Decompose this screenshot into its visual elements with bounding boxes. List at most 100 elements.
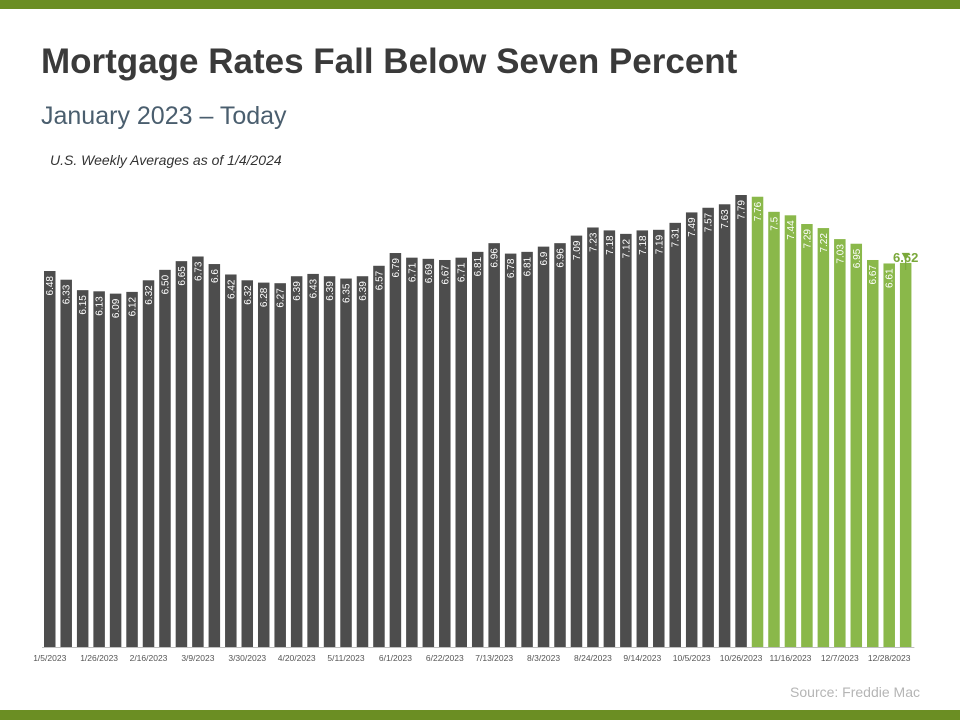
bar-value-label: 6.42 xyxy=(226,279,237,299)
bar-value-label: 6.27 xyxy=(276,288,287,308)
bar-value-label: 6.35 xyxy=(342,283,353,303)
bar-value-label: 6.71 xyxy=(407,262,418,282)
bar-value-label: 6.13 xyxy=(95,296,106,316)
bar xyxy=(669,222,681,648)
bar xyxy=(241,280,254,647)
bar xyxy=(817,228,830,647)
chart-title: Mortgage Rates Fall Below Seven Percent xyxy=(41,42,738,81)
bar xyxy=(356,276,369,647)
bar xyxy=(225,274,237,647)
bar-value-label: 7.03 xyxy=(835,244,846,264)
bar-value-label: 6.32 xyxy=(144,285,155,305)
bar-value-label: 6.09 xyxy=(111,298,122,318)
bar-value-label: 6.12 xyxy=(128,296,139,316)
bar xyxy=(653,229,665,648)
x-tick-label: 5/11/2023 xyxy=(327,653,364,663)
bar-value-label: 6.96 xyxy=(556,248,567,268)
bar xyxy=(159,269,171,647)
bar-value-label: 6.32 xyxy=(243,285,254,305)
bar xyxy=(257,282,270,647)
bar xyxy=(751,196,764,647)
bar xyxy=(274,283,286,647)
bar xyxy=(784,215,797,647)
x-tick-label: 8/3/2023 xyxy=(527,653,560,663)
x-tick-label: 12/7/2023 xyxy=(821,653,859,663)
bar-value-label: 6.39 xyxy=(292,281,303,301)
bar-value-label: 7.44 xyxy=(786,220,797,240)
bar-value-label: 7.18 xyxy=(638,235,649,255)
callout-arrow-icon xyxy=(901,252,910,260)
x-tick-label: 10/26/2023 xyxy=(720,653,763,663)
bar xyxy=(208,264,221,647)
bar-value-label: 7.29 xyxy=(802,229,813,249)
bar-value-label: 6.57 xyxy=(374,270,385,290)
x-tick-label: 11/16/2023 xyxy=(769,653,811,663)
bar-value-label: 7.12 xyxy=(621,238,632,258)
top-accent-bar xyxy=(0,0,960,9)
bar-value-label: 6.96 xyxy=(490,248,501,268)
x-tick-label: 1/26/2023 xyxy=(80,653,118,663)
x-tick-label: 6/1/2023 xyxy=(379,653,412,663)
bar xyxy=(570,235,583,647)
bar-value-label: 7.76 xyxy=(753,201,764,221)
bar xyxy=(603,230,616,647)
bar-value-label: 7.57 xyxy=(704,212,715,232)
bar xyxy=(422,258,435,647)
source-credit: Source: Freddie Mac xyxy=(790,684,920,700)
x-tick-label: 2/16/2023 xyxy=(130,653,168,663)
bar xyxy=(290,276,303,647)
bar-value-label: 7.18 xyxy=(605,235,616,255)
bar xyxy=(323,276,336,647)
bar xyxy=(44,271,56,647)
bar xyxy=(768,211,780,647)
bar-value-label: 7.19 xyxy=(654,234,665,254)
bar-value-label: 6.81 xyxy=(473,256,484,276)
bar xyxy=(76,290,89,647)
bar xyxy=(307,273,319,647)
bar xyxy=(126,291,138,647)
bar-value-label: 6.48 xyxy=(45,276,56,296)
x-tick-label: 6/22/2023 xyxy=(426,653,464,663)
bar xyxy=(883,263,895,647)
bar-value-label: 6.9 xyxy=(539,251,550,265)
bar-value-label: 6.81 xyxy=(523,256,534,276)
bar xyxy=(340,278,352,647)
bar-value-label: 6.15 xyxy=(78,295,89,315)
bar-value-label: 6.69 xyxy=(424,263,435,283)
bottom-accent-bar xyxy=(0,710,960,720)
x-tick-label: 10/5/2023 xyxy=(673,653,711,663)
bar-value-label: 7.23 xyxy=(588,232,599,252)
bar-value-label: 6.78 xyxy=(506,258,517,278)
bar xyxy=(488,243,500,647)
bar-value-label: 7.09 xyxy=(572,240,583,260)
bar xyxy=(867,259,879,647)
bar-value-label: 6.50 xyxy=(160,274,171,294)
x-tick-label: 9/14/2023 xyxy=(623,653,661,663)
bar xyxy=(587,227,599,648)
bar-value-label: 7.22 xyxy=(819,233,830,253)
bar xyxy=(685,212,698,648)
bar-value-label: 7.31 xyxy=(671,227,682,247)
bar-value-label: 6.67 xyxy=(868,265,879,285)
x-tick-label: 1/5/2023 xyxy=(33,653,66,663)
bar xyxy=(406,257,418,647)
bar-value-label: 6.73 xyxy=(193,261,204,281)
bar xyxy=(521,251,533,647)
bar xyxy=(620,233,632,647)
bar xyxy=(109,293,122,647)
bar-value-label: 6.61 xyxy=(885,268,896,288)
bar-value-label: 6.71 xyxy=(457,262,468,282)
x-tick-label: 8/24/2023 xyxy=(574,653,612,663)
bar-value-label: 6.79 xyxy=(391,258,402,278)
bar xyxy=(801,224,813,648)
bar-value-label: 7.49 xyxy=(687,217,698,237)
bar-value-label: 6.39 xyxy=(325,281,336,301)
x-tick-label: 3/30/2023 xyxy=(228,653,266,663)
bar-value-label: 6.43 xyxy=(309,278,320,298)
x-tick-label: 3/9/2023 xyxy=(181,653,214,663)
bar xyxy=(93,291,105,647)
bar-value-label: 7.79 xyxy=(737,200,748,220)
bar xyxy=(636,230,649,647)
bar xyxy=(373,265,385,647)
x-tick-label: 4/20/2023 xyxy=(278,653,316,663)
